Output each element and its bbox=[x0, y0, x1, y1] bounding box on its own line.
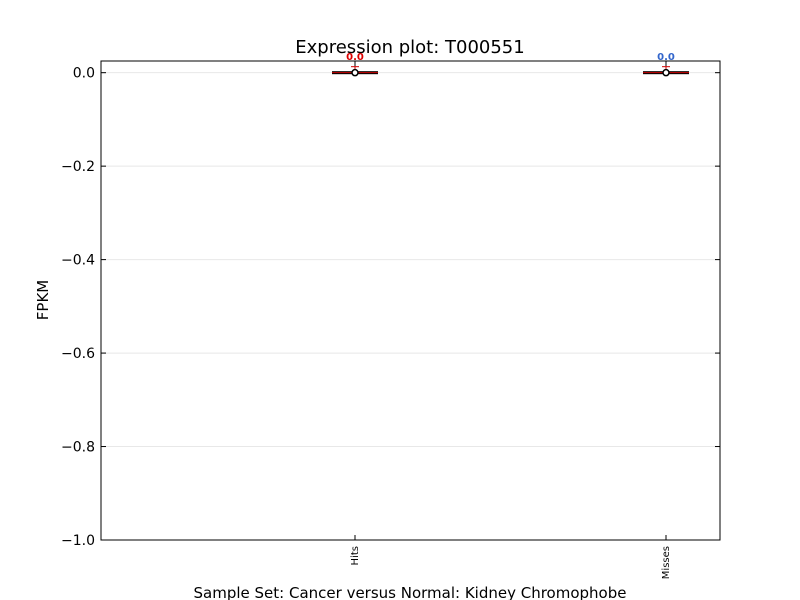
y-tick-label: −0.6 bbox=[61, 346, 95, 362]
y-tick-label: −0.8 bbox=[61, 440, 95, 456]
y-tick-label: 0.0 bbox=[73, 66, 95, 82]
y-tick-label: −1.0 bbox=[61, 533, 95, 549]
y-axis-label: FPKM bbox=[34, 280, 52, 320]
mean-marker bbox=[351, 68, 359, 77]
x-axis-label: Sample Set: Cancer versus Normal: Kidney… bbox=[194, 584, 627, 600]
category-label: Hits bbox=[350, 546, 361, 565]
chart-title: Expression plot: T000551 bbox=[295, 37, 524, 58]
category-label: Misses bbox=[661, 546, 672, 579]
mean-marker bbox=[662, 68, 670, 77]
box-plot-marks: 0.0 0.0 bbox=[332, 52, 689, 77]
y-axis-ticks: 0.0 −0.2 −0.4 −0.6 −0.8 −1.0 bbox=[61, 66, 720, 549]
y-tick-label: −0.4 bbox=[61, 253, 95, 269]
grid-lines bbox=[101, 72, 720, 541]
plot-frame bbox=[100, 60, 721, 541]
data-label: 0.0 bbox=[657, 52, 675, 63]
x-axis-categories: Hits Misses bbox=[350, 61, 672, 579]
y-tick-label: −0.2 bbox=[61, 159, 95, 175]
data-label: 0.0 bbox=[346, 52, 364, 63]
